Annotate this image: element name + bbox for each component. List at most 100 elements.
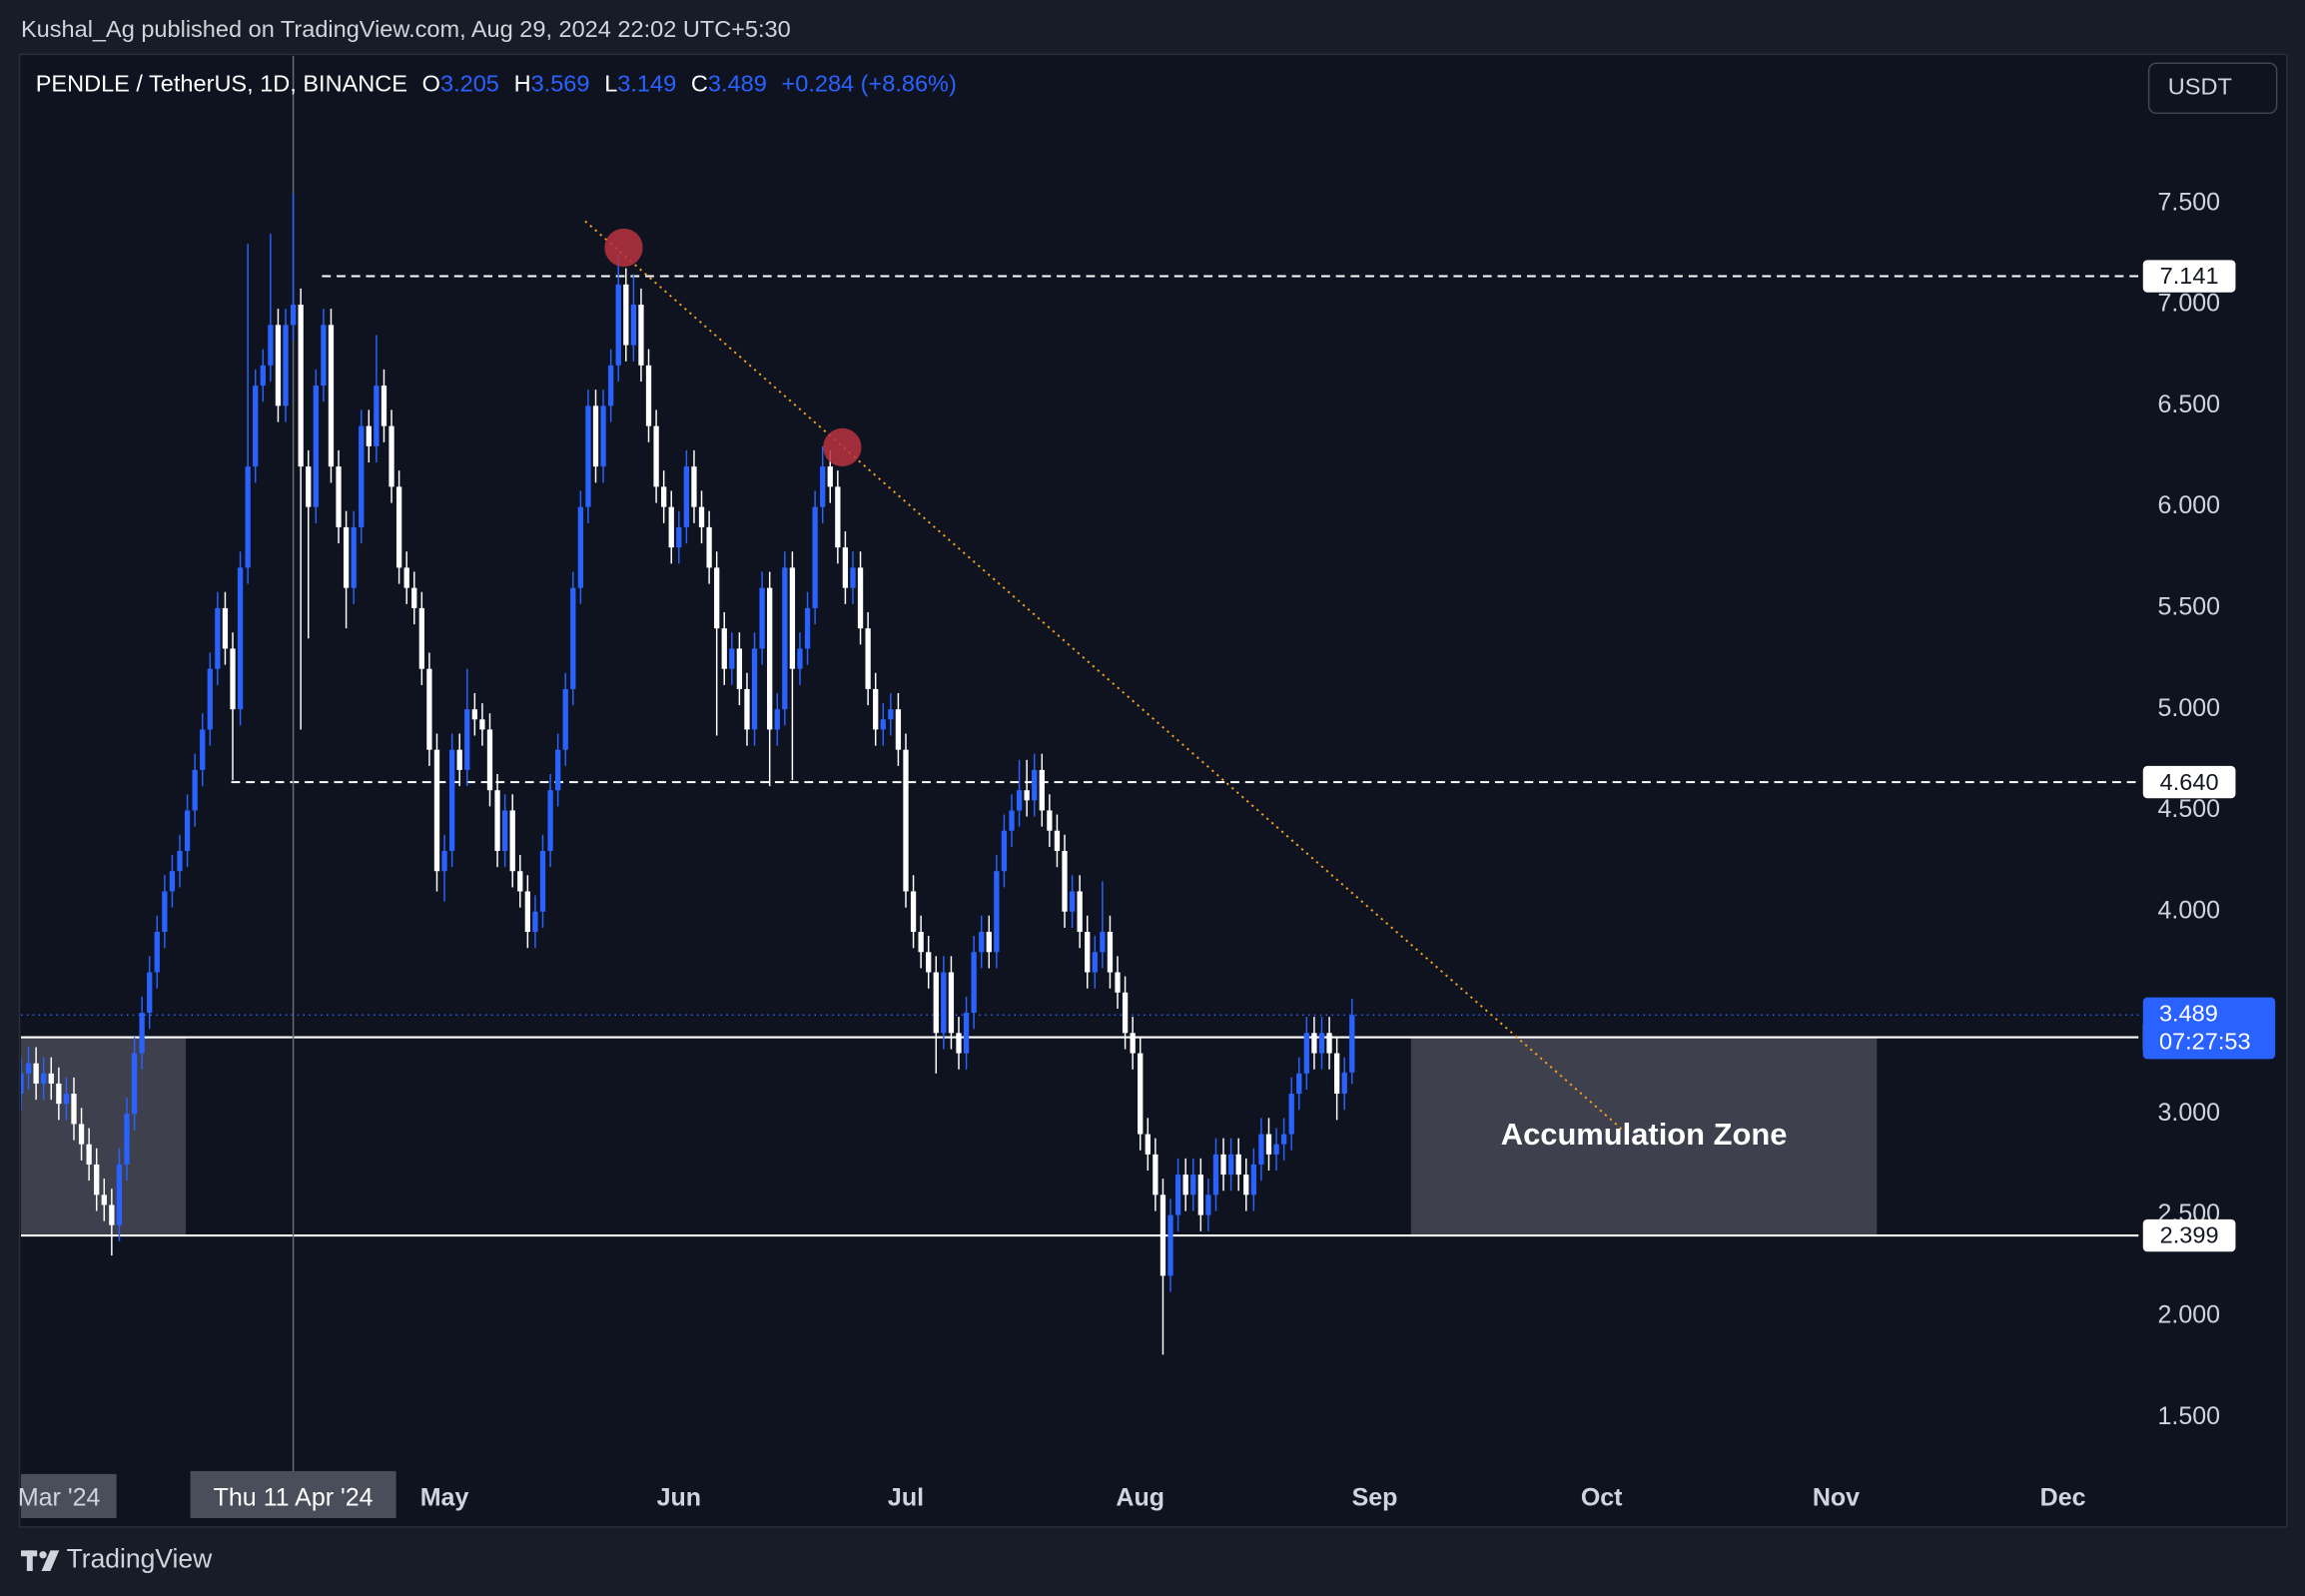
candle-body (1197, 1175, 1203, 1215)
crosshair-label: Thu 11 Apr '24 (214, 1483, 374, 1511)
candle-body (577, 506, 584, 588)
candle-body (827, 466, 833, 487)
candle-body (1054, 830, 1061, 851)
candle-body (524, 891, 531, 933)
candle-body (366, 425, 372, 446)
candle-body (313, 386, 319, 507)
candle-body (918, 932, 924, 953)
x-tick-label: Sep (1352, 1483, 1398, 1511)
x-tick-label: Dec (2040, 1483, 2086, 1511)
candle-body (78, 1124, 85, 1145)
candle-body (411, 587, 417, 608)
candle-body (162, 891, 168, 933)
y-tick-label: 3.000 (2157, 1099, 2220, 1127)
candle-body (1182, 1175, 1188, 1196)
candle-body (116, 1164, 123, 1225)
candle-body (1159, 1195, 1166, 1276)
candle-body (298, 305, 304, 467)
change: +0.284 (+8.86%) (782, 71, 957, 97)
candle-body (426, 668, 432, 750)
candle-body (683, 466, 690, 527)
currency-button-label[interactable]: USDT (2168, 74, 2232, 100)
countdown: 07:27:53 (2159, 1028, 2251, 1054)
candle-body (418, 607, 424, 669)
candle-body (1174, 1175, 1181, 1215)
candle-body (706, 526, 712, 568)
y-tick-label: 1.500 (2157, 1402, 2220, 1430)
candle-body (1047, 810, 1053, 831)
candle-body (328, 325, 335, 467)
candle-body (789, 567, 796, 669)
candle-body (691, 466, 697, 507)
ohlc-letter: O (422, 71, 440, 97)
x-tick-label: May (420, 1483, 469, 1511)
overlay: PENDLE / TetherUS, 1D, BINANCE O3.205 H3.5… (18, 71, 2276, 1519)
candle-body (774, 709, 780, 730)
candle-body (94, 1164, 100, 1196)
ohlc-value: 3.569 (531, 71, 590, 97)
level-label: 7.141 (2160, 263, 2219, 289)
candle-body (895, 709, 902, 750)
candle-body (1032, 769, 1038, 801)
candle-body (1152, 1154, 1158, 1196)
candle-body (661, 486, 667, 507)
candle-body (351, 526, 357, 588)
candle-body (374, 386, 380, 446)
candle-body (464, 709, 470, 770)
candle-body (147, 972, 153, 1014)
candle-body (1069, 891, 1076, 912)
candle-body (486, 729, 493, 791)
candle-body (268, 325, 274, 366)
candle-body (767, 587, 773, 730)
candle-body (1280, 1134, 1287, 1145)
candle-body (109, 1204, 115, 1225)
candle-body (842, 547, 849, 588)
candle-body (585, 405, 591, 507)
candle-body (222, 607, 229, 649)
candle-body (1212, 1154, 1219, 1196)
candle-body (230, 648, 236, 710)
candle-body (623, 284, 629, 346)
currency-button[interactable] (2147, 62, 2278, 115)
candle-body (509, 810, 515, 872)
candle-body (1062, 850, 1068, 912)
footer-brand: TradingView (67, 1544, 214, 1574)
candle-body (154, 932, 160, 973)
candle-body (124, 1114, 130, 1165)
candle-body (139, 1013, 145, 1054)
x-tick-box (20, 1473, 117, 1519)
candle-body (131, 1053, 138, 1115)
candle-body (1326, 1033, 1332, 1054)
y-tick-label: 6.500 (2157, 391, 2220, 418)
candle-body (971, 952, 977, 1014)
candle-body (48, 1073, 54, 1084)
candle-body (668, 506, 674, 548)
candle-body (456, 749, 462, 770)
candle-body (1235, 1154, 1241, 1176)
x-tick-label: Jun (657, 1483, 701, 1511)
candle-body (1115, 972, 1121, 993)
candle-body (608, 365, 614, 406)
candle-body (638, 305, 644, 366)
ohlc-value: 3.149 (617, 71, 676, 97)
candle-body (1288, 1094, 1294, 1135)
candle-body (1190, 1175, 1196, 1196)
candle-body (1349, 1015, 1355, 1073)
candle-body (1250, 1164, 1256, 1196)
candle-body (994, 871, 1000, 953)
y-tick-label: 6.000 (2157, 491, 2220, 519)
candle-body (101, 1195, 107, 1205)
candle-body (714, 567, 720, 629)
candle-body (797, 648, 803, 669)
candle-body (71, 1094, 77, 1125)
candle-body (448, 749, 455, 851)
candle-body (169, 871, 176, 892)
candle-body (1265, 1134, 1272, 1155)
candle-body (1227, 1154, 1234, 1176)
symbol: PENDLE / TetherUS, 1D, BINANCE (36, 71, 407, 97)
candle-body (56, 1083, 62, 1105)
candle-body (63, 1094, 70, 1105)
x-tick-label: Oct (1581, 1483, 1623, 1511)
x-tick-label: Jul (888, 1483, 924, 1511)
candle-body (729, 648, 735, 669)
